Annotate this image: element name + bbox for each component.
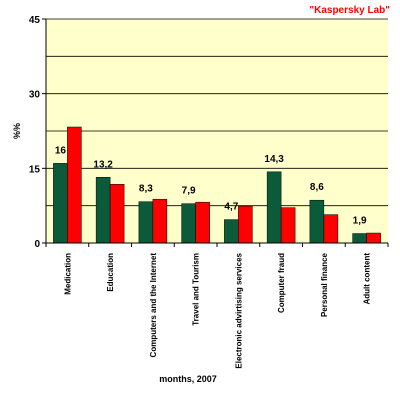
data-label: 1,9 bbox=[353, 216, 367, 227]
category-label: Personal finance bbox=[320, 252, 329, 317]
category-label: Computer fraud bbox=[277, 253, 286, 313]
data-label: 16 bbox=[55, 145, 67, 156]
bar bbox=[280, 207, 296, 244]
bar bbox=[138, 201, 154, 244]
brand-label: "Kaspersky Lab" bbox=[309, 5, 390, 16]
y-tick-label: 45 bbox=[29, 15, 41, 26]
category-label: Education bbox=[106, 253, 115, 292]
category-label: Computers and the Internet bbox=[149, 253, 158, 358]
grid-lines bbox=[46, 18, 388, 207]
category-label: Travel and Tourism bbox=[192, 253, 201, 326]
data-label: 4,7 bbox=[224, 202, 238, 213]
bar bbox=[266, 171, 282, 244]
data-label: 13,2 bbox=[93, 159, 113, 170]
bar bbox=[323, 214, 339, 244]
y-axis-title: %% bbox=[12, 123, 22, 139]
category-labels: Medication Education Computers and the Int… bbox=[45, 243, 389, 369]
data-labels: 16 13,2 8,3 7,9 4,7 14,3 8,6 1,9 bbox=[55, 145, 367, 226]
y-tick-label: 0 bbox=[34, 239, 40, 250]
bar bbox=[195, 201, 210, 244]
bar bbox=[109, 184, 125, 244]
data-label: 14,3 bbox=[264, 154, 284, 165]
bar bbox=[53, 163, 68, 244]
bar bbox=[224, 219, 239, 244]
y-axis-ticks: 0 15 30 45 bbox=[29, 15, 46, 250]
y-tick-label: 15 bbox=[29, 164, 41, 175]
bar bbox=[67, 126, 82, 244]
bar bbox=[95, 177, 111, 244]
bar bbox=[152, 198, 168, 244]
bar bbox=[366, 232, 381, 244]
bar bbox=[309, 199, 325, 244]
category-label: Medication bbox=[63, 253, 72, 295]
data-label: 8,6 bbox=[310, 182, 324, 193]
data-label: 8,3 bbox=[139, 184, 153, 195]
category-label: Adult content bbox=[363, 253, 372, 305]
category-label: Electronic advirtising services bbox=[234, 252, 243, 368]
bar bbox=[352, 233, 367, 244]
bar bbox=[238, 205, 253, 244]
y-tick-label: 30 bbox=[29, 90, 41, 101]
data-label: 7,9 bbox=[182, 186, 196, 197]
bars bbox=[53, 126, 381, 244]
x-axis-title: months, 2007 bbox=[159, 374, 217, 384]
bar bbox=[181, 203, 196, 244]
